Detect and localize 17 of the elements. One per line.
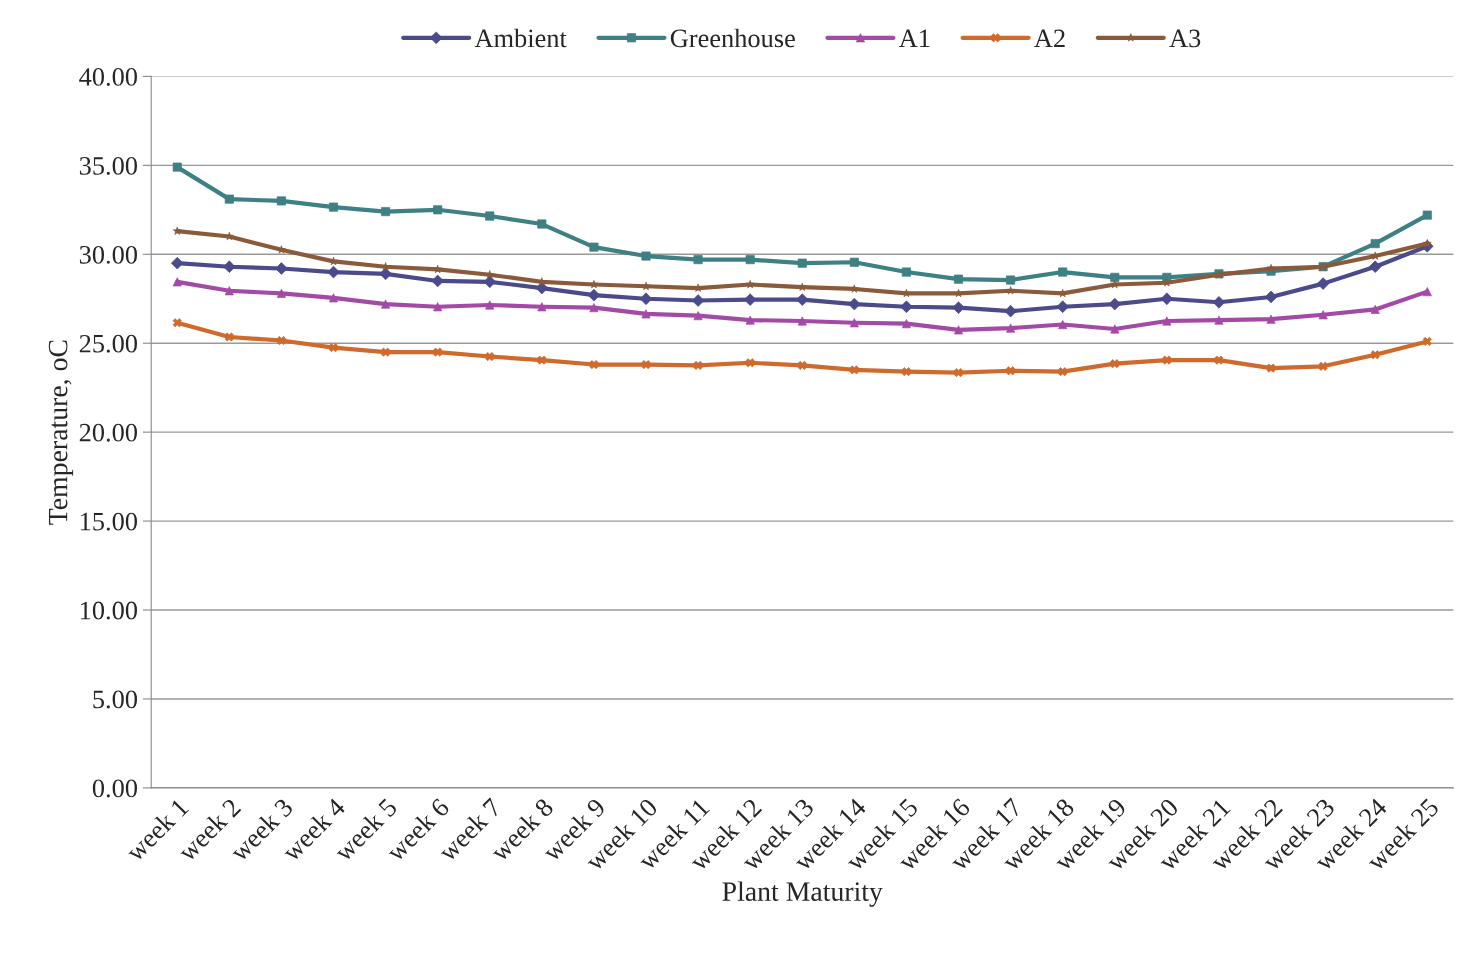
y-tick-label: 15.00 bbox=[80, 512, 137, 531]
legend-label: A2 bbox=[1034, 29, 1065, 48]
y-tick-label: 30.00 bbox=[79, 245, 137, 264]
y-tick-label: 40.00 bbox=[79, 68, 137, 86]
y-tick-label: 35.00 bbox=[79, 156, 137, 175]
y-tick-label: 0.00 bbox=[92, 779, 137, 798]
y-tick-label: 25.00 bbox=[79, 334, 137, 353]
legend-label: Ambient bbox=[474, 28, 567, 48]
point bbox=[276, 288, 286, 298]
y-tick-label: 10.00 bbox=[80, 601, 137, 620]
legend-label: A1 bbox=[898, 29, 930, 48]
y-axis-title: Temperature, oC bbox=[48, 340, 74, 525]
legend-label: Greenhouse bbox=[670, 28, 795, 48]
y-tick-label: 20.00 bbox=[79, 423, 137, 442]
legend-label: A3 bbox=[1169, 29, 1201, 48]
y-tick-label: 5.00 bbox=[93, 690, 137, 709]
x-axis-title: Plant Maturity bbox=[722, 881, 883, 907]
